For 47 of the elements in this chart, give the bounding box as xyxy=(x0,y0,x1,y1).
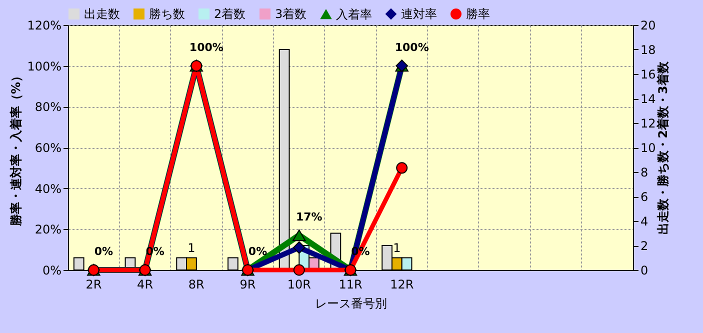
data-label: 0% xyxy=(248,245,268,258)
x-tick-label: 12R xyxy=(390,278,414,292)
x-tick-label: 9R xyxy=(240,278,256,292)
y2-tick-label: 14 xyxy=(640,92,656,106)
y2-tick-label: 20 xyxy=(640,18,656,32)
point xyxy=(293,264,305,276)
y-tick-label: 120% xyxy=(27,18,62,32)
data-label: 100% xyxy=(394,40,429,54)
y2-tick-label: 0 xyxy=(640,264,648,278)
y2-tick-label: 10 xyxy=(640,141,656,155)
point xyxy=(396,162,408,174)
y-tick-label: 0% xyxy=(42,264,62,278)
point xyxy=(292,229,306,242)
legend-label: 出走数 xyxy=(84,7,120,21)
y2-tick-label: 12 xyxy=(640,116,656,130)
x-tick-label: 4R xyxy=(137,278,154,292)
x-tick-label: 8R xyxy=(188,278,204,292)
data-label: 1 xyxy=(188,240,196,255)
data-label: 0% xyxy=(94,245,114,258)
y2-tick-label: 6 xyxy=(640,190,648,204)
legend-label: 入着率 xyxy=(336,7,372,22)
y2-tick-label: 8 xyxy=(640,166,648,180)
legend-label: 2着数 xyxy=(214,7,246,21)
point xyxy=(292,241,306,254)
y2-tick-label: 4 xyxy=(640,214,648,228)
y-tick-label: 60% xyxy=(34,141,62,155)
y-tick-label: 20% xyxy=(34,222,62,237)
data-label: 100% xyxy=(189,40,224,54)
y2-tick-label: 18 xyxy=(640,43,656,57)
data-label: 1 xyxy=(393,240,401,255)
x-tick-label: 2R xyxy=(86,278,102,292)
y2-tick-label: 2 xyxy=(640,239,648,253)
x-axis-title: レース番号別 xyxy=(315,296,387,310)
y-tick-label: 100% xyxy=(27,59,62,74)
y-axis-title: 勝率・連対率・入着率（%） xyxy=(9,70,24,228)
data-label: 0% xyxy=(351,245,370,258)
x-tick-label: 10R xyxy=(287,278,311,292)
legend-label: 連対率 xyxy=(401,7,437,21)
legend-label: 勝率 xyxy=(466,7,490,21)
y-tick-label: 40% xyxy=(34,182,62,196)
y2-axis-title: 出走数・勝ち数・2着数・3着数 xyxy=(656,60,670,234)
data-label: 17% xyxy=(296,210,322,224)
y2-tick-label: 16 xyxy=(640,68,656,82)
y-tick-label: 80% xyxy=(34,100,62,114)
legend-label: 勝ち数 xyxy=(149,7,185,21)
x-tick-label: 11R xyxy=(338,278,362,292)
legend-label: 3着数 xyxy=(275,7,307,21)
